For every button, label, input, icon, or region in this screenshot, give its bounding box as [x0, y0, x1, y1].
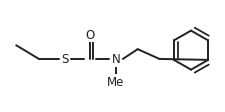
Text: S: S — [61, 53, 68, 66]
Text: N: N — [112, 53, 120, 66]
Text: O: O — [86, 29, 95, 42]
Text: Me: Me — [107, 75, 125, 88]
